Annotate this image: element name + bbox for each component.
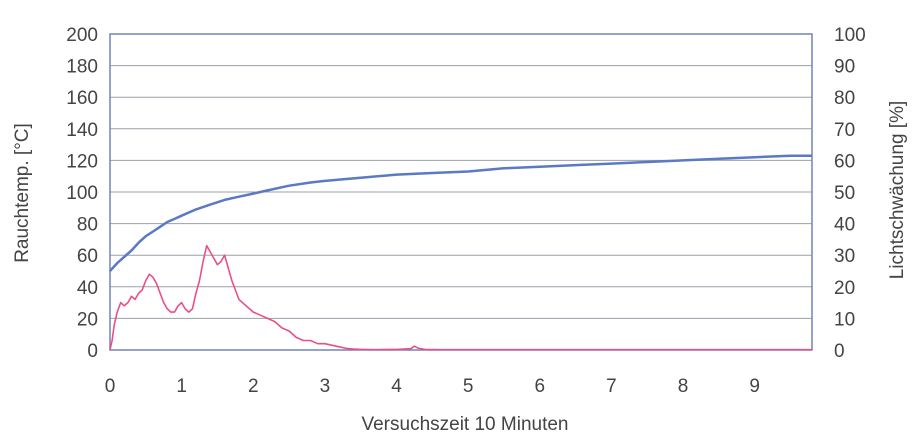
right-y-tick-label: 80 (834, 88, 855, 109)
x-tick-label: 5 (463, 376, 474, 397)
x-axis-title: Versuchszeit 10 Minuten (361, 414, 568, 435)
right-y-tick-label: 50 (834, 183, 855, 204)
right-y-tick-label: 10 (834, 309, 855, 330)
left-axis-title: Rauchtemp. [°C] (12, 123, 33, 263)
x-tick-label: 0 (105, 376, 116, 397)
left-y-tick-label: 120 (66, 151, 98, 172)
left-y-tick-label: 20 (77, 309, 98, 330)
series-lines (109, 154, 812, 351)
series-line-light-obscuration (109, 244, 812, 351)
right-y-tick-label: 30 (834, 246, 855, 267)
x-tick-label: 1 (176, 376, 187, 397)
x-tick-label: 7 (606, 376, 617, 397)
x-tick-label: 2 (248, 376, 259, 397)
right-y-tick-label: 90 (834, 57, 855, 78)
x-tick-label: 4 (391, 376, 402, 397)
left-y-tick-label: 180 (66, 57, 98, 78)
left-y-tick-label: 160 (66, 88, 98, 109)
right-y-tick-label: 0 (834, 341, 845, 362)
series-line-smoke-temperature (109, 154, 812, 272)
left-y-tick-label: 100 (66, 183, 98, 204)
right-y-tick-labels: 0 10 20 30 40 50 60 70 80 90 100 (834, 25, 866, 362)
left-y-tick-labels: 0 20 40 60 80 100 120 140 160 180 200 (66, 25, 98, 362)
x-tick-labels: 0 1 2 3 4 5 6 7 8 9 (105, 376, 760, 397)
left-y-tick-label: 140 (66, 120, 98, 141)
right-y-tick-label: 40 (834, 215, 855, 236)
right-y-tick-label: 20 (834, 278, 855, 299)
x-tick-label: 6 (535, 376, 546, 397)
left-y-tick-label: 40 (77, 278, 98, 299)
right-y-tick-label: 70 (834, 120, 855, 141)
x-tick-label: 9 (749, 376, 760, 397)
left-y-tick-label: 0 (87, 341, 98, 362)
right-y-tick-label: 60 (834, 151, 855, 172)
right-y-tick-label: 100 (834, 25, 866, 46)
right-axis-title: Lichtschwächung [%] (887, 101, 908, 280)
left-y-tick-label: 60 (77, 246, 98, 267)
x-tick-label: 8 (678, 376, 689, 397)
gridlines (110, 65, 812, 319)
x-tick-label: 3 (320, 376, 331, 397)
left-y-tick-label: 200 (66, 25, 98, 46)
left-y-tick-label: 80 (77, 215, 98, 236)
